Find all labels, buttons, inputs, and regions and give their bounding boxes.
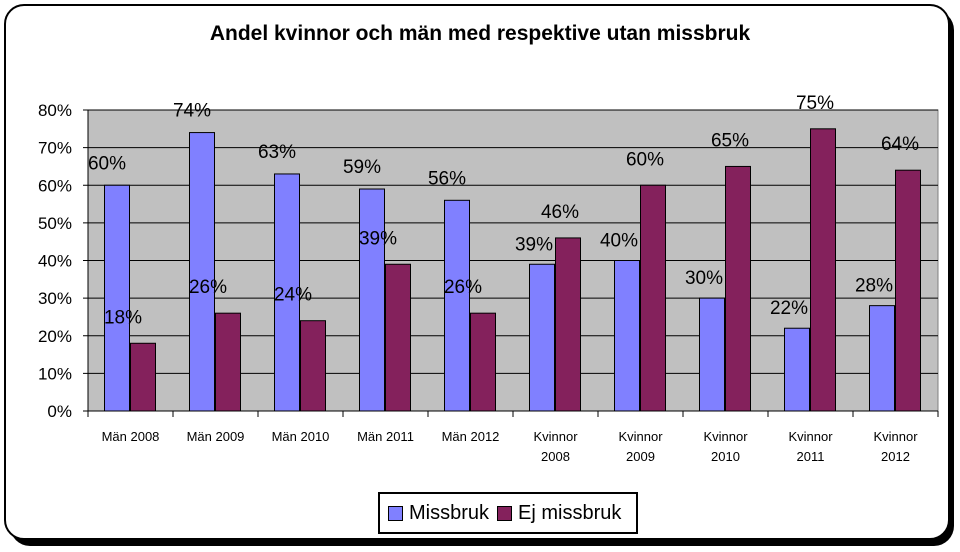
bar-missbruk <box>529 263 555 412</box>
y-tick-label: 50% <box>38 214 72 233</box>
x-tick-label: 2012 <box>881 449 910 464</box>
x-tick-label: Kvinnor <box>533 429 578 444</box>
data-label: 60% <box>88 153 126 174</box>
bar-ej-missbruk <box>640 184 666 412</box>
x-tick-label: Kvinnor <box>618 429 663 444</box>
y-tick-label: 30% <box>38 289 72 308</box>
data-label: 46% <box>541 202 579 223</box>
data-label: 63% <box>258 142 296 163</box>
data-label: 59% <box>343 157 381 178</box>
legend-swatch-ej-missbruk <box>497 505 513 521</box>
bar-ej-missbruk <box>385 263 411 412</box>
x-tick-label: 2008 <box>541 449 570 464</box>
bar-missbruk <box>869 305 895 412</box>
data-label: 26% <box>444 277 482 298</box>
bar-ej-missbruk <box>470 312 496 412</box>
y-tick-label: 10% <box>38 364 72 383</box>
x-tick-label: Kvinnor <box>703 429 748 444</box>
data-label: 65% <box>711 130 749 151</box>
data-label: 39% <box>515 234 553 255</box>
bar-ej-missbruk <box>215 312 241 412</box>
x-tick-label: Män 2010 <box>272 429 330 444</box>
bar-missbruk <box>274 173 300 412</box>
data-label: 26% <box>189 277 227 298</box>
bar-missbruk <box>104 184 130 412</box>
y-tick-label: 60% <box>38 176 72 195</box>
bar-ej-missbruk <box>725 165 751 412</box>
y-tick-label: 80% <box>38 101 72 120</box>
bar-missbruk <box>189 132 215 412</box>
bar-ej-missbruk <box>555 237 581 412</box>
data-label: 75% <box>796 93 834 114</box>
data-label: 56% <box>428 168 466 189</box>
x-tick-label: Män 2012 <box>442 429 500 444</box>
data-label: 30% <box>685 268 723 289</box>
data-label: 60% <box>626 149 664 170</box>
legend-item-missbruk: Missbruk <box>388 502 489 525</box>
bar-ej-missbruk <box>895 169 921 412</box>
data-label: 74% <box>173 101 211 122</box>
x-tick-label: Män 2008 <box>102 429 160 444</box>
y-tick-label: 0% <box>47 402 72 421</box>
x-tick-label: 2009 <box>626 449 655 464</box>
bar-missbruk <box>359 188 385 412</box>
data-label: 39% <box>359 228 397 249</box>
bar-ej-missbruk <box>810 128 836 412</box>
bar-ej-missbruk <box>130 342 156 412</box>
data-label: 40% <box>600 231 638 252</box>
bar-missbruk <box>444 199 470 412</box>
bar-ej-missbruk <box>300 320 326 412</box>
y-tick-label: 70% <box>38 139 72 158</box>
x-tick-label: Kvinnor <box>788 429 833 444</box>
data-label: 24% <box>274 285 312 306</box>
data-label: 64% <box>881 134 919 155</box>
legend-label-missbruk: Missbruk <box>409 501 490 524</box>
bar-missbruk <box>699 297 725 412</box>
data-label: 18% <box>104 307 142 328</box>
bar-missbruk <box>784 327 810 412</box>
x-tick-label: Kvinnor <box>873 429 918 444</box>
chart-legend: Missbruk Ej missbruk <box>378 492 638 534</box>
legend-swatch-missbruk <box>388 505 403 521</box>
y-tick-label: 40% <box>38 252 72 271</box>
bar-missbruk <box>614 260 640 412</box>
data-label: 28% <box>855 276 893 297</box>
data-label: 22% <box>770 298 808 319</box>
y-tick-label: 20% <box>38 327 72 346</box>
x-tick-label: 2010 <box>711 449 740 464</box>
legend-item-ej-missbruk: Ej missbruk <box>497 502 621 525</box>
x-tick-label: Män 2011 <box>357 429 414 444</box>
x-tick-label: Män 2009 <box>187 429 245 444</box>
chart-title: Andel kvinnor och män med respektive uta… <box>209 22 751 45</box>
legend-label-ej-missbruk: Ej missbruk <box>518 501 622 524</box>
x-tick-label: 2011 <box>797 449 825 464</box>
